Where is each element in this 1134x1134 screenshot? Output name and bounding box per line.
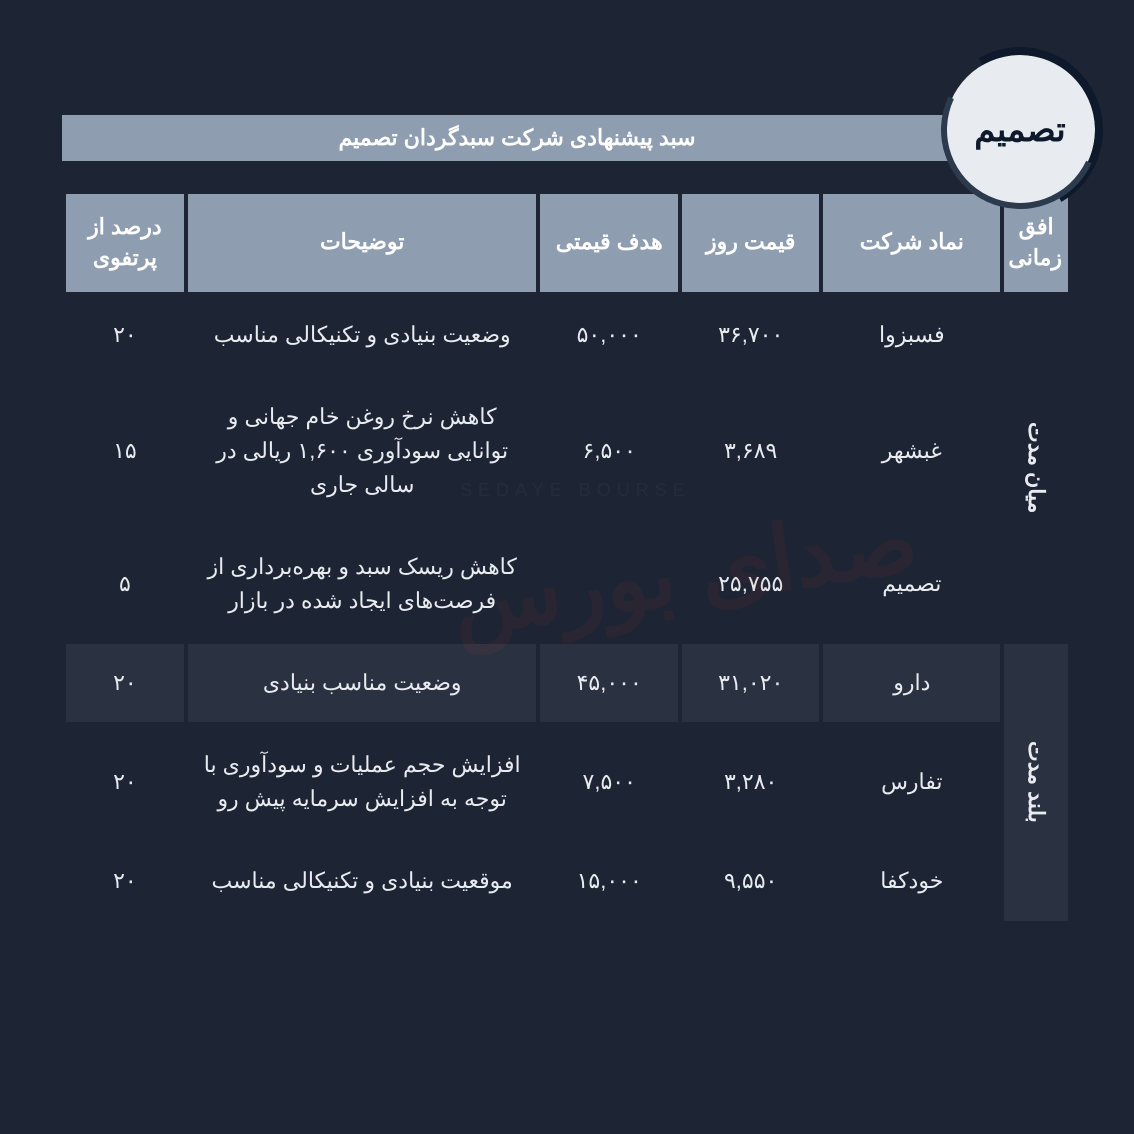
- cell-pct: ۵: [66, 528, 184, 640]
- table-row: میان مدتفسبزوا۳۶,۷۰۰۵۰,۰۰۰وضعیت بنیادی و…: [66, 296, 1068, 374]
- table-row: تصمیم۲۵,۷۵۵ کاهش ریسک سبد و بهره‌برداری ا…: [66, 528, 1068, 640]
- table-row: تفارس۳,۲۸۰۷,۵۰۰افزایش حجم عملیات و سودآو…: [66, 726, 1068, 838]
- cell-target-price: ۴۵,۰۰۰: [540, 644, 677, 722]
- cell-pct: ۲۰: [66, 842, 184, 920]
- logo-text: تصمیم: [974, 110, 1066, 150]
- cell-description: وضعیت بنیادی و تکنیکالی مناسب: [188, 296, 537, 374]
- cell-day-price: ۳,۲۸۰: [682, 726, 819, 838]
- logo-circle: تصمیم: [945, 55, 1095, 205]
- cell-description: وضعیت مناسب بنیادی: [188, 644, 537, 722]
- cell-horizon: بلند مدت: [1004, 644, 1068, 920]
- page-title: سبد پیشنهادی شرکت سبدگردان تصمیم: [62, 115, 972, 161]
- cell-day-price: ۹,۵۵۰: [682, 842, 819, 920]
- cell-description: افزایش حجم عملیات و سودآوری با توجه به ا…: [188, 726, 537, 838]
- cell-pct: ۲۰: [66, 296, 184, 374]
- table-row: خودکفا۹,۵۵۰۱۵,۰۰۰موقعیت بنیادی و تکنیکال…: [66, 842, 1068, 920]
- cell-day-price: ۳,۶۸۹: [682, 378, 819, 524]
- cell-pct: ۲۰: [66, 644, 184, 722]
- cell-pct: ۱۵: [66, 378, 184, 524]
- table-body: میان مدتفسبزوا۳۶,۷۰۰۵۰,۰۰۰وضعیت بنیادی و…: [66, 296, 1068, 921]
- table-header-row: افق زمانی نماد شرکت قیمت روز هدف قیمتی ت…: [66, 194, 1068, 292]
- table-row: غبشهر۳,۶۸۹۶,۵۰۰کاهش نرخ روغن خام جهانی و…: [66, 378, 1068, 524]
- cell-day-price: ۲۵,۷۵۵: [682, 528, 819, 640]
- cell-symbol: تفارس: [823, 726, 1000, 838]
- cell-day-price: ۳۱,۰۲۰: [682, 644, 819, 722]
- cell-target-price: ۱۵,۰۰۰: [540, 842, 677, 920]
- col-symbol: نماد شرکت: [823, 194, 1000, 292]
- cell-target-price: ۶,۵۰۰: [540, 378, 677, 524]
- cell-symbol: خودکفا: [823, 842, 1000, 920]
- cell-symbol: تصمیم: [823, 528, 1000, 640]
- cell-target-price: ۵۰,۰۰۰: [540, 296, 677, 374]
- cell-horizon: میان مدت: [1004, 296, 1068, 641]
- cell-target-price: ۷,۵۰۰: [540, 726, 677, 838]
- cell-symbol: دارو: [823, 644, 1000, 722]
- cell-description: موقعیت بنیادی و تکنیکالی مناسب: [188, 842, 537, 920]
- col-pct: درصد از پرتفوی: [66, 194, 184, 292]
- col-target: هدف قیمتی: [540, 194, 677, 292]
- cell-pct: ۲۰: [66, 726, 184, 838]
- col-description: توضیحات: [188, 194, 537, 292]
- cell-target-price: [540, 528, 677, 640]
- portfolio-table: افق زمانی نماد شرکت قیمت روز هدف قیمتی ت…: [62, 190, 1072, 925]
- table-row: بلند مدتدارو۳۱,۰۲۰۴۵,۰۰۰وضعیت مناسب بنیا…: [66, 644, 1068, 722]
- cell-description: کاهش ریسک سبد و بهره‌برداری از فرصت‌های …: [188, 528, 537, 640]
- cell-description: کاهش نرخ روغن خام جهانی و توانایی سودآور…: [188, 378, 537, 524]
- cell-symbol: غبشهر: [823, 378, 1000, 524]
- cell-day-price: ۳۶,۷۰۰: [682, 296, 819, 374]
- brand-logo: تصمیم: [945, 55, 1095, 205]
- cell-symbol: فسبزوا: [823, 296, 1000, 374]
- col-day-price: قیمت روز: [682, 194, 819, 292]
- portfolio-table-wrap: افق زمانی نماد شرکت قیمت روز هدف قیمتی ت…: [62, 190, 1072, 925]
